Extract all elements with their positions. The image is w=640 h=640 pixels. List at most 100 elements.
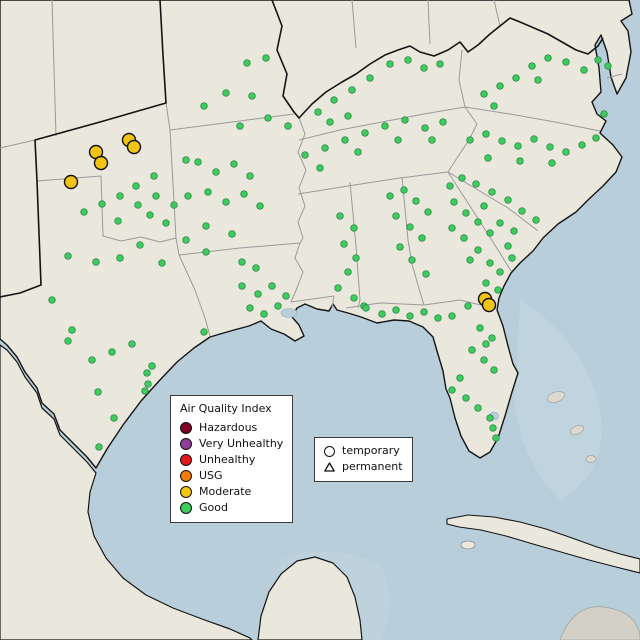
station-marker-good [350, 294, 358, 302]
station-marker-good [562, 148, 570, 156]
station-marker-good [341, 136, 349, 144]
station-marker-good [116, 192, 124, 200]
station-marker-good [528, 62, 536, 70]
station-marker-good [143, 369, 151, 377]
cayman-bank-island [559, 606, 640, 640]
station-marker-good [490, 366, 498, 374]
station-marker-good [472, 180, 480, 188]
symbol-legend-item-temporary: temporary [324, 443, 403, 459]
aqi-legend-label: Moderate [199, 485, 252, 498]
station-marker-good [548, 159, 556, 167]
station-marker-good [238, 258, 246, 266]
station-marker-good [378, 310, 386, 318]
station-marker-good [428, 136, 436, 144]
station-marker-good [316, 164, 324, 172]
station-marker-good [486, 229, 494, 237]
aqi-legend-label: Unhealthy [199, 453, 256, 466]
station-marker-good [212, 168, 220, 176]
aqi-color-swatch [180, 486, 192, 498]
station-marker-good [340, 240, 348, 248]
station-marker-good [474, 218, 482, 226]
station-marker-good [401, 116, 409, 124]
station-marker-good [496, 219, 504, 227]
station-marker-good [420, 308, 428, 316]
station-marker-good [182, 236, 190, 244]
station-marker-good [458, 174, 466, 182]
station-marker-good [422, 270, 430, 278]
station-marker-good [489, 424, 497, 432]
station-marker-moderate [93, 155, 109, 171]
aqi-legend-title: Air Quality Index [180, 402, 272, 415]
station-marker-good [200, 328, 208, 336]
station-marker-good [48, 296, 56, 304]
station-marker-good [448, 224, 456, 232]
station-marker-good [421, 124, 429, 132]
station-marker-good [184, 192, 192, 200]
station-marker-good [170, 201, 178, 209]
station-marker-good [136, 241, 144, 249]
station-marker-good [314, 108, 322, 116]
station-marker-good [152, 192, 160, 200]
station-marker-good [424, 208, 432, 216]
station-marker-good [492, 434, 500, 442]
station-marker-good [361, 129, 369, 137]
station-marker-good [482, 340, 490, 348]
aqi-color-swatch [180, 422, 192, 434]
station-marker-good [448, 312, 456, 320]
aqi-legend-item-unhealthy: Unhealthy [180, 452, 283, 468]
station-marker-good [439, 118, 447, 126]
station-marker-good [94, 388, 102, 396]
good-stations-layer [48, 54, 612, 451]
station-marker-good [450, 198, 458, 206]
station-marker-good [480, 356, 488, 364]
station-marker-good [406, 223, 414, 231]
station-marker-good [456, 374, 464, 382]
station-marker-good [238, 282, 246, 290]
station-marker-good [230, 160, 238, 168]
station-marker-good [496, 268, 504, 276]
station-marker-good [108, 348, 116, 356]
station-marker-good [482, 279, 490, 287]
station-marker-good [510, 227, 518, 235]
station-marker-good [504, 196, 512, 204]
station-marker-good [474, 404, 482, 412]
aqi-color-swatch [180, 502, 192, 514]
station-marker-good [490, 102, 498, 110]
aqi-legend-item-very-unhealthy: Very Unhealthy [180, 436, 283, 452]
station-marker-good [462, 209, 470, 217]
station-marker-good [386, 192, 394, 200]
symbol-legend-item-permanent: permanent [324, 459, 403, 475]
station-marker-good [480, 202, 488, 210]
station-marker-good [200, 102, 208, 110]
station-marker-good [64, 252, 72, 260]
region-boundary [0, 0, 604, 298]
station-marker-good [476, 324, 484, 332]
state-borders [0, 0, 623, 337]
station-marker-good [80, 208, 88, 216]
station-marker-good [240, 190, 248, 198]
station-marker-good [202, 248, 210, 256]
station-marker-good [546, 143, 554, 151]
station-marker-good [580, 66, 588, 74]
station-marker-good [236, 122, 244, 130]
station-marker-good [381, 122, 389, 130]
station-marker-good [144, 380, 152, 388]
station-marker-good [321, 144, 329, 152]
station-marker-good [592, 134, 600, 142]
station-marker-good [260, 310, 268, 318]
aqi-legend-items: Hazardous Very Unhealthy Unhealthy USG Moder… [180, 420, 283, 516]
station-marker-good [248, 92, 256, 100]
lake-pontchartrain [280, 308, 298, 318]
station-marker-good [116, 254, 124, 262]
station-marker-good [486, 259, 494, 267]
station-marker-good [158, 259, 166, 267]
aqi-legend-item-good: Good [180, 500, 283, 516]
station-marker-good [518, 207, 526, 215]
station-marker-good [132, 182, 140, 190]
station-marker-good [480, 90, 488, 98]
station-marker-good [466, 136, 474, 144]
station-marker-good [446, 182, 454, 190]
station-marker-good [386, 60, 394, 68]
station-marker-good [494, 286, 502, 294]
